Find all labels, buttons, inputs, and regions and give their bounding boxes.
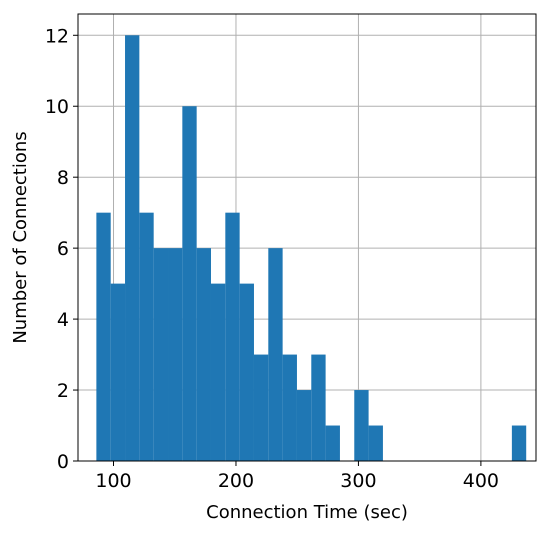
- y-tick-label-0: 0: [57, 451, 69, 473]
- histogram-bar-1: [110, 283, 126, 461]
- y-tick-label-3: 6: [57, 238, 69, 260]
- x-axis-label: Connection Time (sec): [206, 502, 408, 523]
- histogram-bar-10: [239, 283, 254, 461]
- y-axis-label: Number of Connections: [10, 131, 31, 343]
- y-tick-label-4: 8: [57, 167, 69, 189]
- histogram-bar-6: [182, 106, 197, 461]
- histogram-bar-0: [96, 212, 111, 461]
- plot-frame: [77, 13, 537, 462]
- histogram-bar-11: [253, 354, 269, 461]
- histogram-bar-18: [354, 390, 369, 461]
- histogram-bar-12: [268, 248, 283, 461]
- x-tick-label-3: 400: [463, 470, 499, 492]
- histogram-bar-15: [311, 354, 326, 461]
- histogram-bars: [96, 35, 527, 462]
- histogram-bar-8: [210, 283, 226, 461]
- axis-ticks: 100 200 300 400 0 2 4 6 8 10 12: [45, 25, 499, 492]
- histogram-bar-19: [368, 425, 383, 461]
- histogram-bar-13: [282, 354, 297, 461]
- y-tick-label-1: 2: [57, 380, 69, 402]
- x-tick-label-1: 200: [218, 470, 254, 492]
- y-tick-label-6: 12: [45, 25, 69, 47]
- histogram-bar-5: [168, 248, 183, 461]
- histogram-bar-29: [511, 425, 527, 461]
- histogram-bar-7: [196, 248, 211, 461]
- histogram-bar-16: [325, 425, 340, 461]
- y-tick-label-5: 10: [45, 96, 69, 118]
- x-tick-label-2: 300: [340, 470, 376, 492]
- y-tick-label-2: 4: [57, 309, 69, 331]
- histogram-bar-2: [125, 35, 140, 462]
- histogram-bar-3: [139, 212, 154, 461]
- histogram-bar-4: [153, 248, 169, 461]
- histogram-bar-14: [296, 390, 312, 461]
- histogram-bar-9: [225, 212, 240, 461]
- x-tick-label-0: 100: [95, 470, 131, 492]
